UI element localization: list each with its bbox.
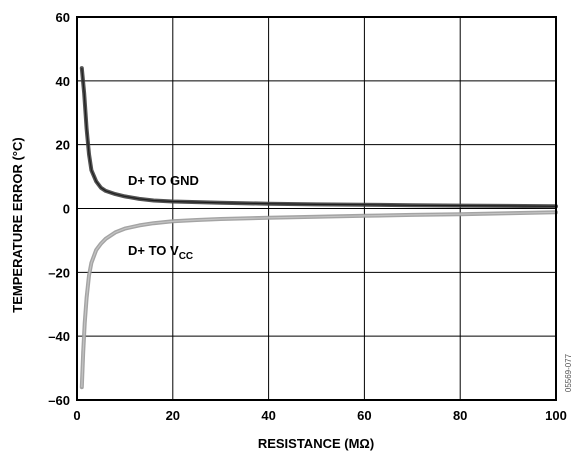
- figure-id: 05569-077: [564, 353, 573, 392]
- series-layer: [79, 66, 558, 390]
- y-tick-labels: 60 40 20 0 –20 –40 –60: [48, 10, 70, 408]
- series-line-core-gnd: [81, 68, 557, 207]
- series-label-vcc-subscript: CC: [179, 251, 193, 262]
- series-line-vcc: [79, 210, 558, 390]
- x-tick-label: 40: [261, 408, 275, 423]
- y-tick-label: 20: [56, 138, 70, 153]
- y-tick-label: 0: [63, 202, 70, 217]
- series-line-core-vcc: [81, 211, 557, 388]
- x-tick-label: 0: [73, 408, 80, 423]
- x-tick-label: 100: [545, 408, 567, 423]
- y-tick-label: –20: [48, 265, 70, 280]
- y-tick-label: 60: [56, 10, 70, 25]
- x-tick-label: 80: [453, 408, 467, 423]
- x-tick-label: 60: [357, 408, 371, 423]
- series-label-vcc-main: D+ TO V: [128, 243, 179, 258]
- y-axis-title: TEMPERATURE ERROR (°C): [10, 137, 25, 312]
- plot-frame: [76, 16, 557, 401]
- x-tick-label: 20: [166, 408, 180, 423]
- y-tick-label: –40: [48, 329, 70, 344]
- y-tick-label: 40: [56, 74, 70, 89]
- x-tick-labels: 0 20 40 60 80 100: [73, 408, 566, 423]
- gridlines: [77, 17, 556, 400]
- series-label-gnd: D+ TO GND: [128, 173, 199, 188]
- y-tick-label: –60: [48, 393, 70, 408]
- series-label-vcc: D+ TO VCC: [128, 243, 193, 262]
- x-axis-title: RESISTANCE (MΩ): [258, 436, 374, 451]
